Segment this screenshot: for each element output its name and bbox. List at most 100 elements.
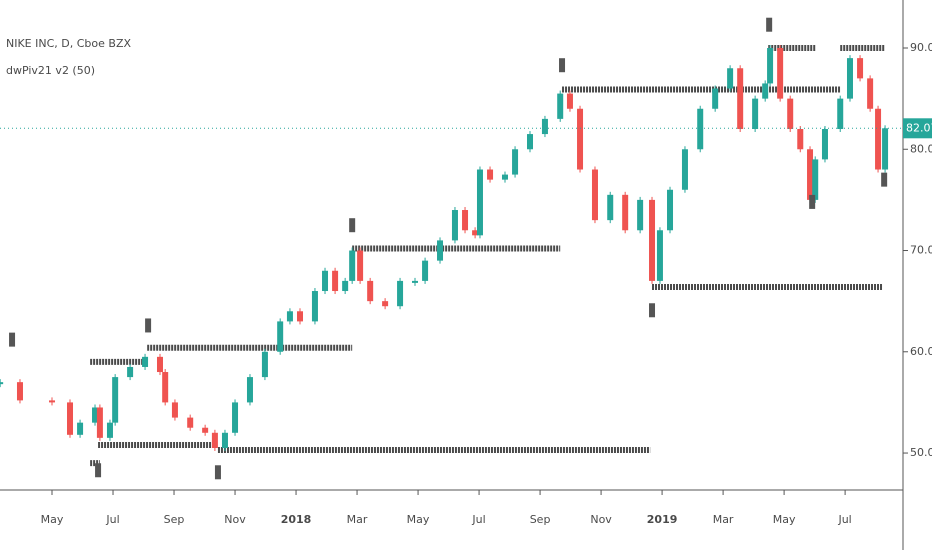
x-tick-label: Mar — [713, 513, 734, 526]
pivot-marker — [649, 303, 656, 318]
x-tick-label: May — [773, 513, 796, 526]
candle — [156, 356, 163, 373]
candle — [752, 98, 759, 130]
candle — [311, 291, 318, 322]
candle — [777, 47, 784, 99]
candle — [106, 422, 113, 438]
candle — [591, 169, 598, 221]
candle — [246, 377, 253, 403]
y-tick-label: 60.00 — [910, 345, 932, 358]
pivot-marker — [214, 465, 221, 480]
candle — [277, 321, 284, 352]
pivot-marker — [349, 218, 356, 233]
candle — [527, 134, 534, 150]
candle — [451, 210, 458, 241]
candle — [0, 382, 4, 385]
candle — [656, 230, 663, 281]
candle — [261, 351, 268, 378]
candle — [667, 189, 674, 231]
candle — [382, 301, 389, 307]
candle — [882, 128, 889, 170]
candle — [171, 402, 178, 418]
candle — [437, 240, 444, 261]
candle — [867, 78, 874, 109]
candle — [737, 68, 744, 130]
candle — [727, 68, 734, 89]
x-tick-label: 2018 — [281, 513, 312, 526]
candle — [637, 199, 644, 231]
pivot-marker — [145, 318, 152, 333]
x-tick-label: Jul — [105, 513, 119, 526]
candle — [322, 270, 329, 292]
candle — [857, 58, 864, 79]
x-tick-label: Nov — [224, 513, 246, 526]
candle — [187, 417, 194, 428]
candle — [712, 88, 719, 109]
candle — [96, 407, 103, 438]
y-tick-label: 80.00 — [910, 142, 932, 155]
candle — [767, 47, 774, 84]
x-tick-label: Mar — [347, 513, 368, 526]
candle — [92, 407, 99, 423]
candle — [541, 118, 548, 135]
candle — [77, 422, 84, 435]
last-price-box — [903, 118, 932, 139]
candle — [162, 372, 169, 403]
candle — [297, 311, 304, 322]
pivot-marker — [809, 194, 816, 209]
candle — [762, 83, 769, 99]
candle — [349, 250, 356, 281]
candle — [501, 174, 508, 180]
candle — [462, 210, 469, 231]
pivot-marker — [559, 58, 566, 73]
candle — [342, 280, 349, 292]
candle — [697, 108, 704, 150]
candle — [332, 270, 339, 292]
candle — [232, 402, 239, 433]
candle — [422, 260, 429, 281]
candle — [367, 280, 374, 302]
pivot-marker — [881, 172, 888, 187]
y-tick-label: 70.00 — [910, 244, 932, 257]
x-tick-label: 2019 — [647, 513, 678, 526]
pivot-marker — [9, 332, 16, 347]
candle — [681, 149, 688, 190]
candle — [397, 280, 404, 307]
candle — [142, 356, 149, 367]
x-tick-label: Jul — [471, 513, 485, 526]
candle — [487, 169, 494, 180]
x-tick-label: May — [41, 513, 64, 526]
candle — [837, 98, 844, 130]
pivot-marker — [766, 17, 773, 32]
candle — [797, 129, 804, 150]
candle — [112, 377, 119, 423]
candle — [127, 366, 134, 378]
pivot-marker — [95, 463, 102, 478]
candle — [807, 149, 814, 200]
candle — [221, 432, 228, 448]
candle — [812, 159, 819, 200]
candle — [357, 250, 364, 281]
candle — [557, 93, 564, 119]
candle — [512, 149, 519, 175]
candle — [472, 230, 479, 236]
candle — [622, 194, 629, 231]
x-tick-label: May — [407, 513, 430, 526]
candle — [476, 169, 483, 236]
candle — [787, 98, 794, 130]
candle — [202, 427, 209, 433]
x-tick-label: Sep — [164, 513, 185, 526]
candle — [607, 194, 614, 221]
y-tick-label: 90.00 — [910, 41, 932, 54]
last-price-label: 82.07 — [906, 121, 932, 134]
candle — [412, 280, 419, 283]
candle — [49, 400, 56, 403]
candle — [649, 199, 656, 281]
candle — [286, 311, 293, 322]
x-tick-label: Sep — [530, 513, 551, 526]
candle — [821, 129, 828, 160]
x-tick-label: Nov — [590, 513, 612, 526]
